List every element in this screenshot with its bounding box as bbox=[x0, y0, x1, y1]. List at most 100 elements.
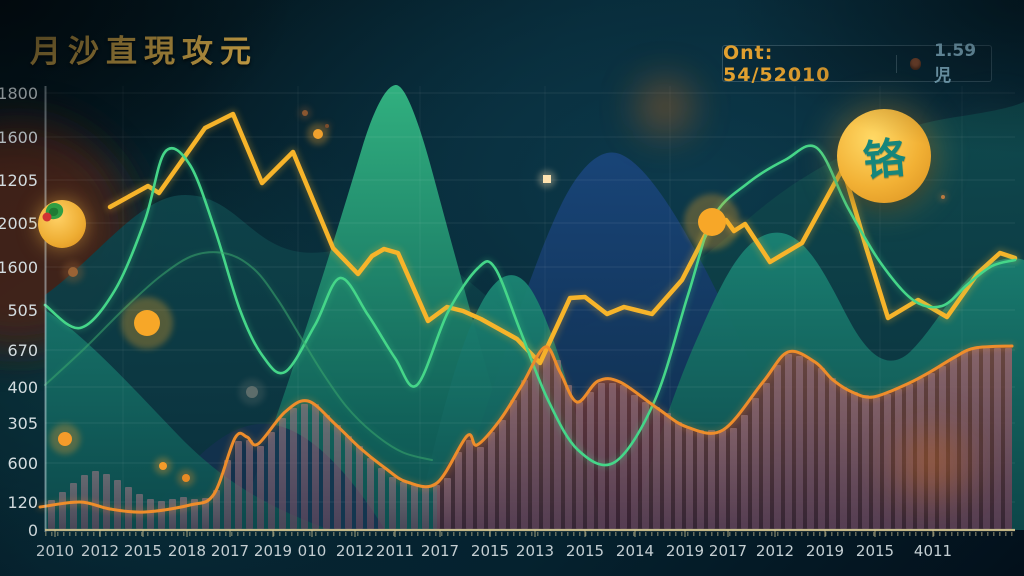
bar bbox=[840, 387, 847, 529]
bar bbox=[158, 501, 165, 529]
bar bbox=[334, 425, 341, 529]
x-tick-label: 2017 bbox=[709, 542, 747, 560]
x-tick-label: 2019 bbox=[806, 542, 844, 560]
x-tick-label: 010 bbox=[298, 542, 327, 560]
x-tick-label: 2012 bbox=[81, 542, 119, 560]
bar bbox=[433, 485, 440, 529]
square-dot bbox=[543, 175, 551, 183]
bar bbox=[290, 408, 297, 529]
page-title: 月沙直現攻元 bbox=[30, 34, 258, 70]
bar bbox=[697, 430, 704, 529]
x-tick-label: 2015 bbox=[124, 542, 162, 560]
badge-divider bbox=[895, 54, 897, 73]
bar bbox=[532, 360, 539, 529]
bar bbox=[1005, 348, 1012, 529]
bar bbox=[829, 378, 836, 529]
bar bbox=[774, 365, 781, 529]
bar bbox=[444, 478, 451, 529]
bar bbox=[884, 394, 891, 529]
y-tick-label: 1600 bbox=[0, 258, 38, 277]
bar bbox=[477, 447, 484, 529]
bar bbox=[719, 430, 726, 529]
x-tick-label: 2012 bbox=[336, 542, 374, 560]
bar bbox=[400, 482, 407, 529]
badge-dot-icon bbox=[909, 57, 922, 70]
glow-dot bbox=[159, 462, 167, 470]
bar bbox=[972, 348, 979, 529]
bar bbox=[664, 413, 671, 529]
bar bbox=[411, 485, 418, 529]
bar bbox=[257, 446, 264, 529]
bar bbox=[807, 360, 814, 529]
x-tick-label: 2019 bbox=[666, 542, 704, 560]
bar bbox=[70, 483, 77, 529]
bar bbox=[752, 398, 759, 529]
bar bbox=[851, 392, 858, 529]
x-tick-label: 2017 bbox=[211, 542, 249, 560]
bar bbox=[873, 397, 880, 529]
leaf-logo-icon bbox=[42, 203, 64, 222]
bar bbox=[312, 404, 319, 529]
bar bbox=[103, 474, 110, 529]
bar bbox=[246, 440, 253, 529]
bar bbox=[323, 415, 330, 529]
bar bbox=[994, 348, 1001, 529]
bar bbox=[730, 428, 737, 529]
bar bbox=[378, 468, 385, 529]
bokeh-glow bbox=[639, 81, 691, 133]
glow-dot bbox=[58, 432, 72, 446]
glow-dot bbox=[68, 267, 78, 277]
y-tick-label: 1205 bbox=[0, 171, 38, 190]
bar bbox=[631, 395, 638, 529]
bar bbox=[59, 492, 66, 529]
bar bbox=[818, 368, 825, 529]
bar bbox=[279, 418, 286, 529]
bar bbox=[180, 497, 187, 529]
x-tick-label: 2011 bbox=[376, 542, 414, 560]
x-tick-label: 2017 bbox=[421, 542, 459, 560]
bar bbox=[785, 354, 792, 529]
bar bbox=[499, 420, 506, 529]
glow-dot bbox=[246, 386, 258, 398]
coin-glyph: 铬 bbox=[861, 132, 908, 186]
y-tick-label: 1600 bbox=[0, 128, 38, 147]
glow-dot bbox=[941, 195, 945, 199]
y-tick-label: 305 bbox=[7, 414, 38, 433]
bar bbox=[554, 360, 561, 529]
bar bbox=[565, 385, 572, 529]
y-tick-label: 1800 bbox=[0, 84, 38, 103]
bar bbox=[345, 436, 352, 529]
y-tick-label: 505 bbox=[7, 301, 38, 320]
bar bbox=[488, 432, 495, 529]
line-marker bbox=[698, 208, 726, 236]
bar bbox=[521, 380, 528, 529]
bar bbox=[983, 348, 990, 529]
x-tick-label: 2015 bbox=[856, 542, 894, 560]
y-tick-label: 0 bbox=[28, 521, 38, 540]
y-tick-label: 120 bbox=[7, 493, 38, 512]
y-tick-label: 400 bbox=[7, 378, 38, 397]
y-tick-label: 2005 bbox=[0, 214, 38, 233]
badge-percent-label: 1.59児 bbox=[934, 41, 977, 86]
bar bbox=[466, 440, 473, 529]
line-marker bbox=[134, 310, 160, 336]
bar bbox=[268, 432, 275, 529]
coin-icon: 铬 bbox=[837, 109, 931, 203]
x-tick-label: 2010 bbox=[36, 542, 74, 560]
bar bbox=[543, 350, 550, 529]
x-tick-label: 2015 bbox=[566, 542, 604, 560]
x-tick-label: 2013 bbox=[516, 542, 554, 560]
x-tick-label: 4011 bbox=[914, 542, 952, 560]
y-tick-label: 670 bbox=[7, 341, 38, 360]
stats-badge: Ont: 54/52010 1.59児 bbox=[722, 41, 992, 86]
bar bbox=[422, 486, 429, 529]
bar bbox=[576, 402, 583, 529]
bar bbox=[114, 480, 121, 529]
bar bbox=[92, 471, 99, 529]
logo-coin-icon bbox=[38, 200, 86, 248]
bar bbox=[708, 430, 715, 529]
bar bbox=[763, 383, 770, 529]
bar bbox=[169, 499, 176, 529]
glow-dot bbox=[302, 110, 308, 116]
